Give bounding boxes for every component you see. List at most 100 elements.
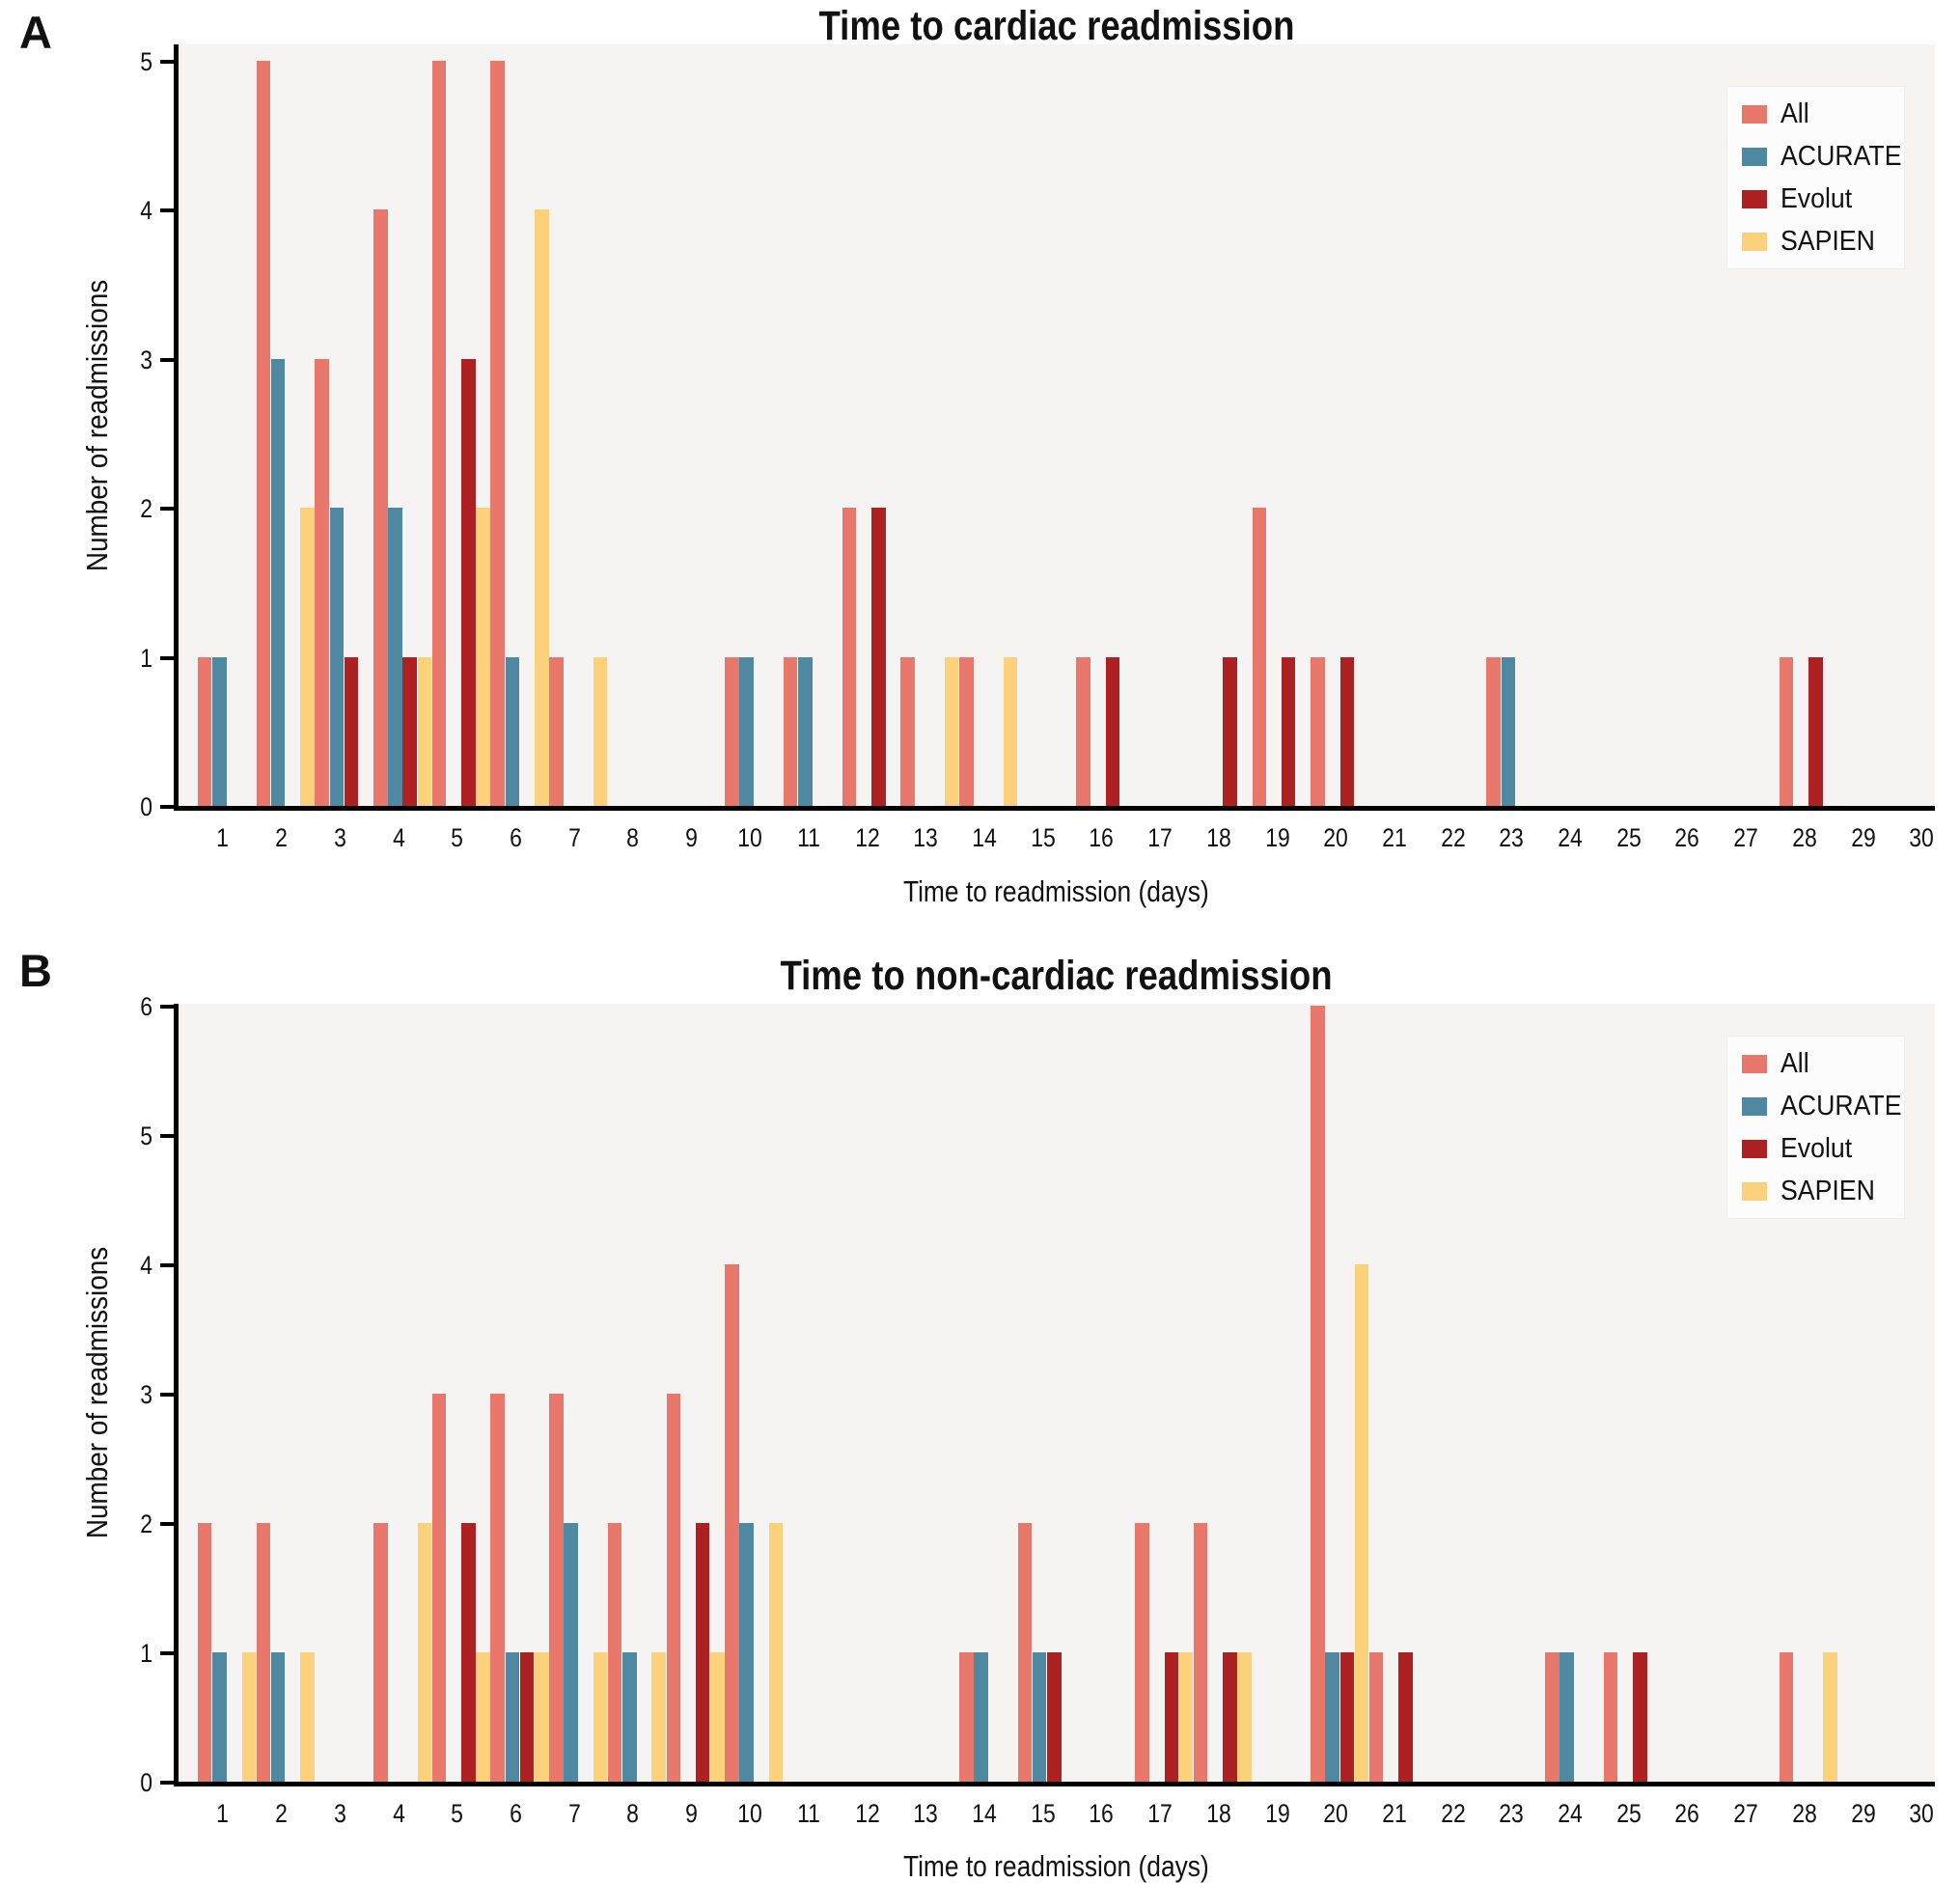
bar-sapien-day7 [593, 656, 608, 808]
bar-all-day4 [373, 209, 388, 808]
y-tick-b-2 [160, 1522, 174, 1526]
legend-swatch-all-icon [1742, 104, 1767, 124]
bar-acurate-day3 [329, 508, 345, 808]
bar-all-day14 [959, 656, 974, 808]
bar-acurate-day4 [388, 508, 402, 808]
bar-all-day1 [197, 656, 212, 808]
x-tick-label-b-15: 15 [1014, 1797, 1072, 1830]
x-tick-text: 25 [1616, 823, 1642, 852]
x-tick-text: 15 [1031, 1799, 1056, 1828]
x-tick-label-b-12: 12 [839, 1797, 897, 1830]
bar-sapien-day5 [476, 1652, 490, 1784]
y-tick-text: 5 [140, 47, 152, 76]
x-tick-label-a-6: 6 [487, 821, 545, 854]
x-tick-text: 6 [510, 1799, 522, 1828]
bar-all-day11 [783, 656, 798, 808]
bar-acurate-day6 [505, 1652, 520, 1784]
x-tick-label-b-7: 7 [545, 1797, 603, 1830]
legend-label-acurate: ACURATE [1781, 140, 1902, 172]
y-tick-label-b-0: 0 [95, 1766, 152, 1799]
x-tick-label-a-28: 28 [1776, 821, 1834, 854]
legend-item-all: All [1727, 93, 1904, 135]
y-tick-text: 0 [140, 792, 152, 821]
legend-item-acurate: ACURATE [1727, 1085, 1904, 1127]
bar-all-day8 [607, 1523, 622, 1784]
x-tick-text: 7 [567, 1799, 581, 1828]
x-tick-label-a-9: 9 [663, 821, 721, 854]
x-tick-text: 20 [1323, 1799, 1349, 1828]
bar-sapien-day28 [1823, 1652, 1837, 1784]
x-tick-text: 9 [685, 1799, 698, 1828]
x-tick-text: 26 [1674, 823, 1700, 852]
chart-title-a-text: Time to cardiac readmission [818, 3, 1294, 49]
x-tick-text: 26 [1674, 1799, 1700, 1828]
x-tick-label-b-1: 1 [194, 1797, 252, 1830]
x-tick-label-a-16: 16 [1073, 821, 1131, 854]
bar-acurate-day20 [1325, 1652, 1339, 1784]
bar-acurate-day6 [505, 656, 520, 808]
x-tick-label-a-12: 12 [839, 821, 897, 854]
x-tick-text: 17 [1147, 823, 1173, 852]
legend-item-evolut: Evolut [1727, 1127, 1904, 1170]
bar-all-day2 [256, 1523, 271, 1784]
y-tick-a-0 [160, 805, 174, 809]
x-tick-label-a-11: 11 [780, 821, 838, 854]
x-tick-text: 21 [1382, 1799, 1407, 1828]
legend-item-evolut: Evolut [1727, 178, 1904, 220]
bar-all-day13 [900, 656, 915, 808]
bar-acurate-day10 [739, 1523, 754, 1784]
y-tick-text: 0 [140, 1768, 152, 1797]
x-tick-text: 16 [1089, 1799, 1115, 1828]
bar-sapien-day18 [1237, 1652, 1252, 1784]
x-tick-label-b-2: 2 [253, 1797, 311, 1830]
x-tick-label-a-8: 8 [604, 821, 662, 854]
x-tick-text: 28 [1792, 823, 1817, 852]
x-tick-label-a-24: 24 [1541, 821, 1599, 854]
x-tick-label-b-13: 13 [897, 1797, 954, 1830]
x-tick-label-a-4: 4 [370, 821, 428, 854]
x-tick-label-b-17: 17 [1131, 1797, 1189, 1830]
x-tick-label-b-29: 29 [1835, 1797, 1892, 1830]
y-tick-label-b-4: 4 [95, 1249, 152, 1282]
y-tick-label-b-6: 6 [95, 990, 152, 1023]
y-tick-label-b-5: 5 [95, 1120, 152, 1152]
x-tick-text: 30 [1909, 823, 1935, 852]
bar-all-day28 [1779, 1652, 1794, 1784]
x-tick-label-b-20: 20 [1307, 1797, 1365, 1830]
bar-all-day7 [549, 1394, 564, 1784]
bar-evolut-day19 [1281, 656, 1296, 808]
x-tick-label-b-16: 16 [1073, 1797, 1131, 1830]
bar-evolut-day16 [1105, 656, 1120, 808]
y-tick-a-1 [160, 655, 174, 660]
y-tick-b-4 [160, 1263, 174, 1267]
bar-sapien-day14 [1003, 656, 1018, 808]
bar-evolut-day3 [344, 656, 359, 808]
x-tick-label-a-1: 1 [194, 821, 252, 854]
bar-acurate-day11 [798, 656, 813, 808]
bar-all-day7 [549, 656, 564, 808]
x-tick-text: 3 [334, 823, 346, 852]
chart-title-b: Time to non-cardiac readmission [178, 954, 1935, 998]
bar-acurate-day10 [739, 656, 754, 808]
x-tick-label-b-22: 22 [1424, 1797, 1482, 1830]
y-tick-text: 2 [140, 1509, 152, 1538]
chart-title-b-text: Time to non-cardiac readmission [780, 953, 1333, 999]
x-tick-label-b-28: 28 [1776, 1797, 1834, 1830]
x-tick-label-b-8: 8 [604, 1797, 662, 1830]
x-tick-label-a-30: 30 [1892, 821, 1950, 854]
x-tick-label-a-22: 22 [1424, 821, 1482, 854]
bar-sapien-day9 [710, 1652, 725, 1784]
bar-all-day5 [431, 1394, 447, 1784]
x-tick-text: 17 [1147, 1799, 1173, 1828]
bar-all-day1 [197, 1523, 212, 1784]
legend-item-acurate: ACURATE [1727, 135, 1904, 178]
x-tick-label-a-5: 5 [428, 821, 486, 854]
x-tick-text: 10 [737, 823, 763, 852]
bar-sapien-day2 [300, 508, 315, 808]
x-axis-label-a: Time to readmission (days) [903, 874, 1209, 908]
x-axis-a [174, 806, 1935, 811]
y-tick-text: 1 [140, 643, 152, 673]
x-tick-text: 13 [913, 1799, 939, 1828]
